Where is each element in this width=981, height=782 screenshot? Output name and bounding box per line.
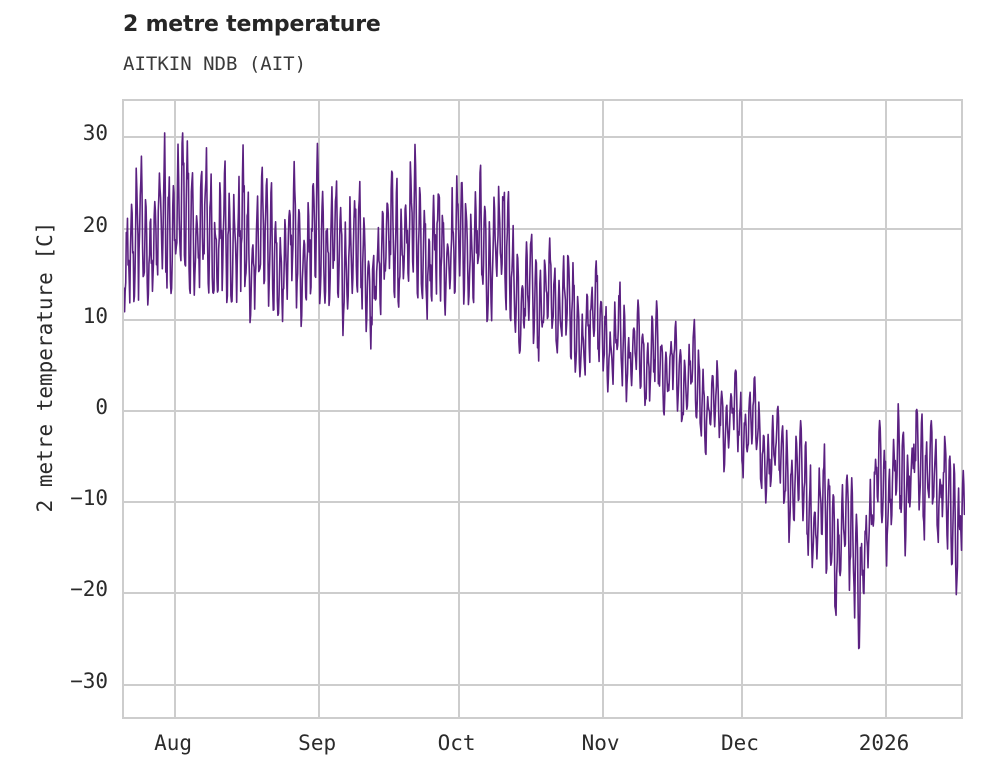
gridline-vertical (740, 101, 743, 717)
gridline-horizontal (124, 501, 961, 504)
y-axis-tick: 20 (82, 212, 108, 237)
gridline-horizontal (124, 318, 961, 321)
gridline-vertical (457, 101, 460, 717)
plot-area (122, 99, 965, 719)
y-axis-tick: 0 (95, 395, 108, 419)
y-axis-tick: 30 (82, 121, 108, 146)
gridline-vertical (885, 101, 887, 717)
y-axis-tick: 10 (82, 303, 108, 328)
temperature-series-path (124, 132, 965, 650)
gridline-vertical (318, 101, 321, 717)
x-axis-tick: 2026 (858, 731, 910, 755)
x-axis-tick: Nov (581, 731, 620, 755)
gridline-vertical (601, 101, 604, 717)
y-axis-tick: −30 (70, 668, 108, 693)
y-axis-tick: −10 (70, 486, 108, 511)
chart-subtitle: AITKIN NDB (AIT) (123, 53, 307, 75)
gridline-horizontal (124, 136, 961, 139)
gridline-horizontal (124, 592, 961, 595)
gridline-horizontal (124, 410, 961, 412)
gridline-vertical (174, 101, 177, 717)
gridline-horizontal (124, 227, 961, 230)
series-line-chart (124, 132, 965, 650)
y-axis-label: 2 metre temperature [C] (33, 221, 57, 513)
gridline-horizontal (124, 683, 961, 686)
x-axis-tick: Oct (437, 731, 476, 755)
x-axis-tick: Aug (154, 731, 193, 755)
page-title: 2 metre temperature (123, 12, 381, 37)
x-axis-tick: Dec (721, 731, 759, 755)
y-axis-tick: −20 (70, 577, 108, 602)
x-axis-tick: Sep (298, 731, 337, 755)
